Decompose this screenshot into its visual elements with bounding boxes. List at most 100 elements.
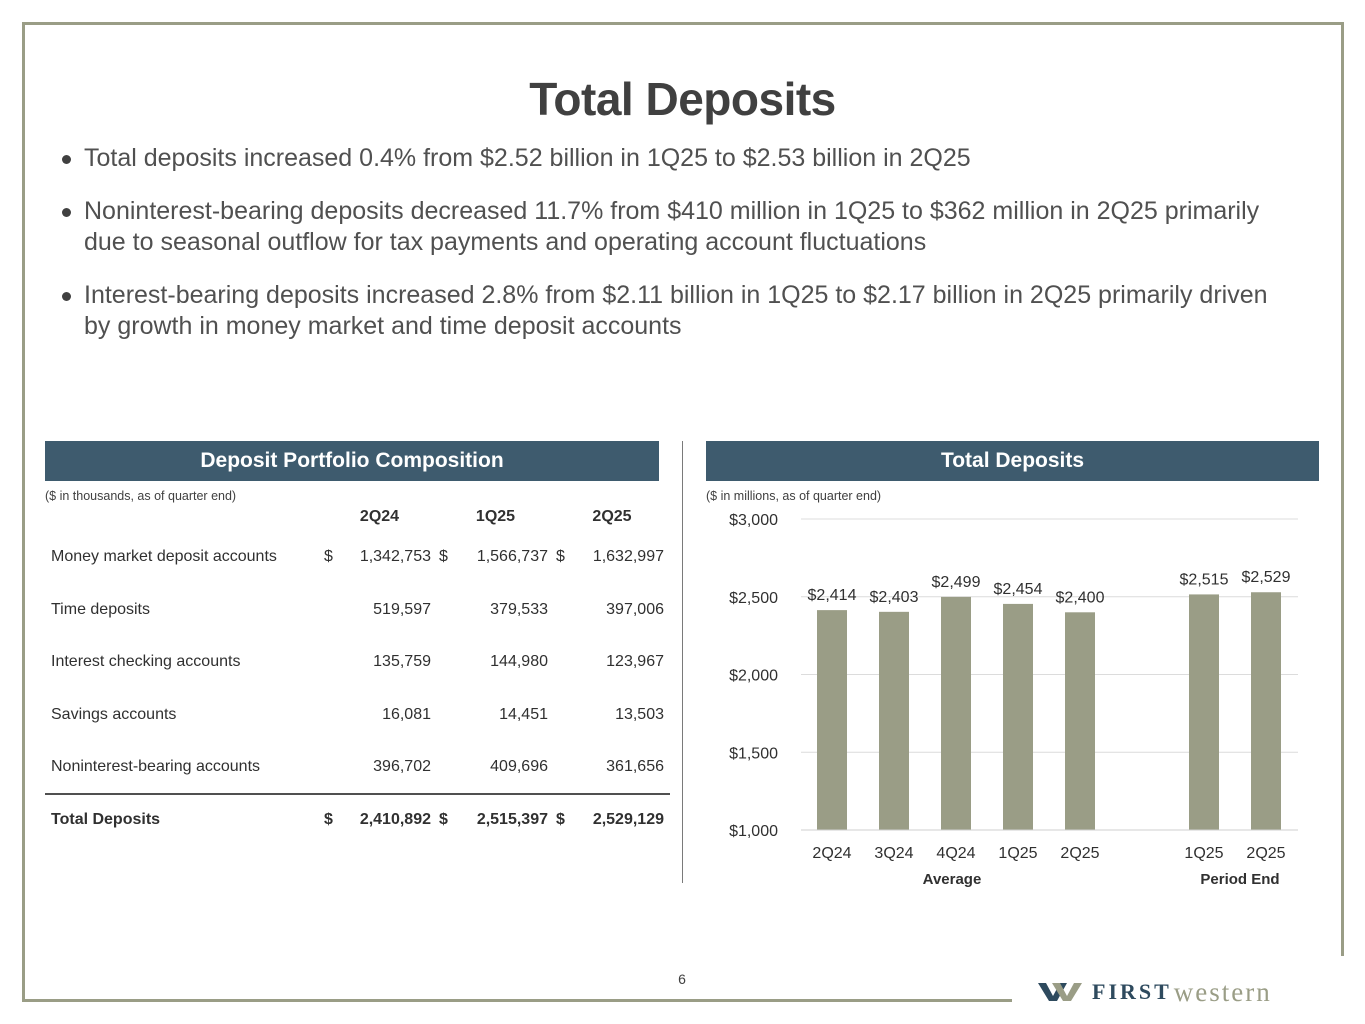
table-header-row: 2Q24 1Q25 2Q25 bbox=[45, 503, 670, 531]
bar bbox=[941, 596, 971, 830]
cell-value: 144,980 bbox=[490, 653, 548, 671]
x-tick-label: 2Q25 bbox=[1246, 845, 1285, 862]
data-label: $2,454 bbox=[994, 581, 1043, 598]
dollar-sign bbox=[322, 689, 338, 742]
x-tick-label: 3Q24 bbox=[874, 845, 913, 862]
y-tick-label: $2,500 bbox=[729, 590, 778, 607]
first-western-logo: FIRST western bbox=[1038, 976, 1343, 1008]
frame-top-border bbox=[22, 22, 1344, 25]
total-deposits-chart: $1,000 $1,500 $2,000 $2,500 $3,000 $2,414 2Q24… bbox=[706, 500, 1326, 900]
cell-value: 409,696 bbox=[490, 757, 548, 775]
dollar-sign bbox=[322, 584, 338, 637]
data-label: $2,515 bbox=[1180, 571, 1229, 588]
cell-value: 135,759 bbox=[373, 653, 431, 671]
panel-divider bbox=[682, 441, 683, 883]
table-row: Savings accounts 16,081 14,451 13,503 bbox=[45, 689, 670, 742]
dollar-sign: $ bbox=[437, 792, 453, 846]
bullet-list: Total deposits increased 0.4% from $2.52… bbox=[58, 143, 1298, 364]
dollar-sign: $ bbox=[556, 548, 565, 566]
bar bbox=[1251, 592, 1281, 830]
deposits-chart-note: ($ in millions, as of quarter end) bbox=[706, 489, 882, 503]
logo-western-text: western bbox=[1173, 976, 1272, 1007]
cell-value: 361,656 bbox=[606, 757, 664, 775]
data-label: $2,499 bbox=[932, 574, 981, 591]
data-label: $2,414 bbox=[808, 587, 857, 604]
cell-value: 397,006 bbox=[606, 600, 664, 618]
cell-value: 1,566,737 bbox=[476, 548, 548, 566]
portfolio-panel-header: Deposit Portfolio Composition bbox=[45, 441, 659, 481]
cell-value: 1,342,753 bbox=[359, 548, 431, 566]
y-tick-label: $1,000 bbox=[729, 823, 778, 840]
dollar-sign bbox=[437, 584, 453, 637]
row-label: Time deposits bbox=[51, 600, 150, 618]
bar bbox=[1003, 603, 1033, 830]
w-mark-icon bbox=[1038, 983, 1082, 1001]
row-label: Interest checking accounts bbox=[51, 653, 241, 671]
table-row: Money market deposit accounts $ 1,342,75… bbox=[45, 531, 670, 584]
total-deposits-chart-svg: $1,000 $1,500 $2,000 $2,500 $3,000 $2,414 2Q24… bbox=[729, 512, 1298, 888]
total-row: Total Deposits $ 2,410,892 $ 2,515,397 $… bbox=[45, 792, 670, 846]
cell-value: 16,081 bbox=[382, 705, 431, 723]
x-tick-label: 1Q25 bbox=[998, 845, 1037, 862]
bar bbox=[817, 610, 847, 830]
slide-title: Total Deposits bbox=[529, 73, 836, 125]
cell-value: 2,410,892 bbox=[338, 792, 437, 846]
bullet-item: Interest-bearing deposits increased 2.8%… bbox=[58, 280, 1298, 342]
dollar-sign bbox=[554, 741, 570, 794]
bar bbox=[879, 611, 909, 830]
dollar-sign bbox=[322, 741, 338, 794]
group-label: Average bbox=[923, 871, 982, 888]
deposits-chart-header: Total Deposits bbox=[706, 441, 1319, 481]
dollar-sign bbox=[554, 584, 570, 637]
row-label: Total Deposits bbox=[45, 792, 322, 846]
column-header: 1Q25 bbox=[475, 508, 516, 525]
x-tick-label: 4Q24 bbox=[936, 845, 975, 862]
data-label: $2,529 bbox=[1242, 569, 1291, 586]
frame-right-border bbox=[1341, 22, 1344, 956]
x-tick-label: 2Q24 bbox=[812, 845, 851, 862]
data-label: $2,400 bbox=[1056, 589, 1105, 606]
dollar-sign: $ bbox=[324, 548, 333, 566]
table-row: Noninterest-bearing accounts 396,702 409… bbox=[45, 741, 670, 794]
bar bbox=[1065, 612, 1095, 830]
cell-value: 379,533 bbox=[490, 600, 548, 618]
data-label: $2,403 bbox=[870, 589, 919, 606]
frame-left-border bbox=[22, 22, 25, 1002]
page-number: 6 bbox=[678, 971, 686, 987]
cell-value: 396,702 bbox=[373, 757, 431, 775]
dollar-sign bbox=[437, 741, 453, 794]
table-header-blank bbox=[45, 503, 322, 531]
row-label: Savings accounts bbox=[51, 705, 177, 723]
cell-value: 14,451 bbox=[499, 705, 548, 723]
logo-first-text: FIRST bbox=[1092, 979, 1172, 1004]
cell-value: 519,597 bbox=[373, 600, 431, 618]
bar bbox=[1189, 594, 1219, 830]
dollar-sign bbox=[322, 636, 338, 689]
bullet-item: Noninterest-bearing deposits decreased 1… bbox=[58, 196, 1298, 258]
frame-bottom-border bbox=[22, 999, 1012, 1002]
group-label: Period End bbox=[1200, 871, 1279, 888]
y-tick-label: $1,500 bbox=[729, 745, 778, 762]
dollar-sign bbox=[554, 636, 570, 689]
y-tick-label: $2,000 bbox=[729, 668, 778, 685]
dollar-sign bbox=[554, 689, 570, 742]
x-tick-label: 1Q25 bbox=[1184, 845, 1223, 862]
table-row: Interest checking accounts 135,759 144,9… bbox=[45, 636, 670, 689]
cell-value: 2,515,397 bbox=[453, 792, 554, 846]
dollar-sign: $ bbox=[322, 792, 338, 846]
dollar-sign bbox=[437, 689, 453, 742]
cell-value: 2,529,129 bbox=[570, 792, 670, 846]
bullet-item: Total deposits increased 0.4% from $2.52… bbox=[58, 143, 1298, 174]
y-tick-label: $3,000 bbox=[729, 512, 778, 529]
dollar-sign bbox=[437, 636, 453, 689]
deposit-portfolio-table: 2Q24 1Q25 2Q25 Money market deposit acco… bbox=[45, 503, 670, 846]
dollar-sign: $ bbox=[554, 792, 570, 846]
cell-value: 13,503 bbox=[615, 705, 664, 723]
portfolio-note: ($ in thousands, as of quarter end) bbox=[45, 489, 237, 503]
dollar-sign: $ bbox=[439, 548, 448, 566]
cell-value: 1,632,997 bbox=[592, 548, 664, 566]
row-label: Noninterest-bearing accounts bbox=[51, 757, 261, 775]
column-header: 2Q25 bbox=[592, 508, 632, 525]
table-row: Time deposits 519,597 379,533 397,006 bbox=[45, 584, 670, 637]
column-header: 2Q24 bbox=[359, 508, 400, 525]
